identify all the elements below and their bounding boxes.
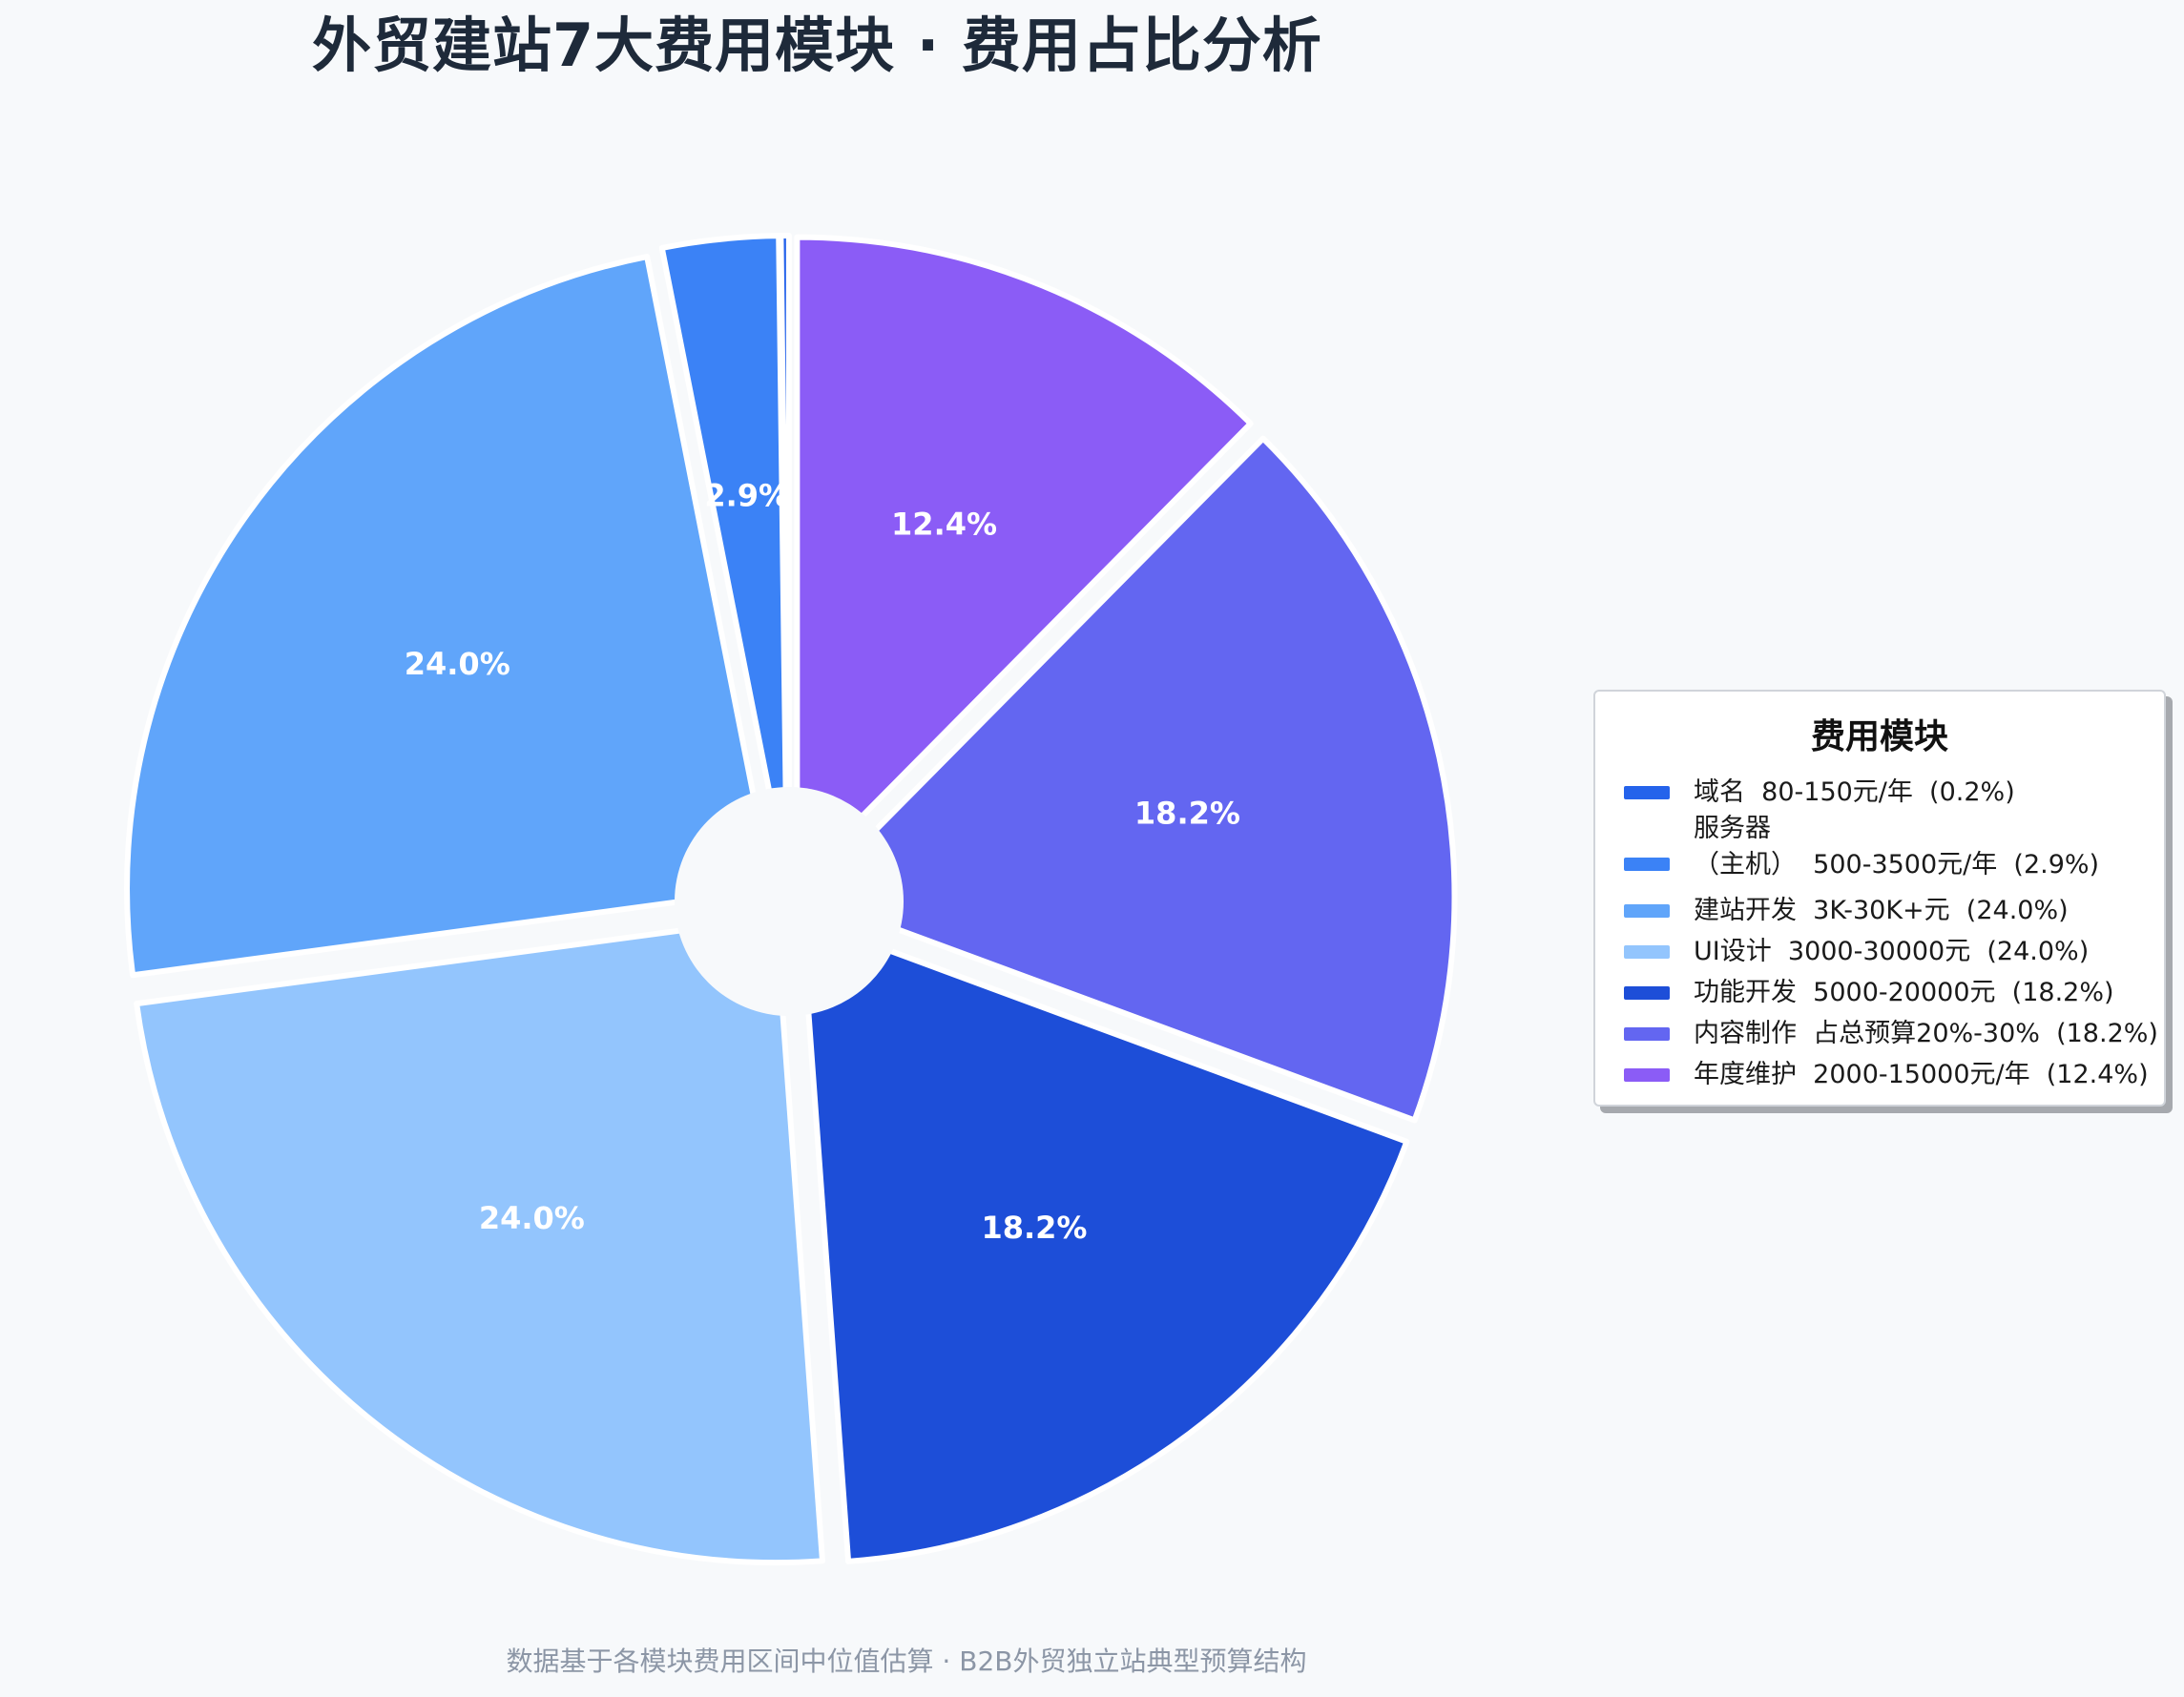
legend-label: 内容制作 占总预算20%-30% (18.2%)	[1694, 1019, 2158, 1048]
pie-slice-server	[658, 233, 790, 884]
legend-swatch	[1624, 904, 1670, 918]
pie-slice-maintenance	[794, 234, 1254, 885]
legend-label: 年度维护 2000-15000元/年 (12.4%)	[1694, 1060, 2149, 1089]
pie-value-label-maintenance: 12.4%	[891, 507, 997, 543]
legend-label: 域名 80-150元/年 (0.2%)	[1694, 777, 2015, 807]
chart-footnote: 数据基于各模块费用区间中位值估算 · B2B外贸独立站典型预算结构	[506, 1645, 1307, 1677]
legend-swatch	[1624, 986, 1670, 1000]
pie-value-label-feature-dev: 18.2%	[981, 1210, 1087, 1246]
pie-value-labels: 2.9% 24.0% 24.0% 18.2% 18.2% 12.4%	[405, 478, 1240, 1246]
legend-label: 功能开发 5000-20000元 (18.2%)	[1694, 978, 2114, 1007]
pie-slices	[124, 233, 1458, 1566]
pie-value-label-ui-design: 24.0%	[479, 1200, 585, 1236]
legend-label: 服务器 （主机） 500-3500元/年 (2.9%)	[1694, 814, 2100, 880]
pie-value-label-site-dev: 24.0%	[405, 646, 510, 682]
legend-swatch	[1624, 1027, 1670, 1041]
pie-value-label-content: 18.2%	[1134, 795, 1240, 831]
legend-swatch	[1624, 786, 1670, 799]
pie-slice-content	[806, 435, 1458, 1124]
pie-slice-feature-dev	[799, 915, 1410, 1564]
legend: 费用模块 域名 80-150元/年 (0.2%) 服务器 （主机） 500-35…	[1593, 690, 2166, 1107]
legend-label: 建站开发 3K-30K+元 (24.0%)	[1694, 896, 2069, 925]
donut-hole	[675, 787, 904, 1016]
pie-value-label-server: 2.9%	[704, 478, 789, 514]
legend-swatch	[1624, 858, 1670, 871]
pie-chart: 2.9% 24.0% 24.0% 18.2% 18.2% 12.4%	[124, 233, 1458, 1566]
legend-swatch	[1624, 1068, 1670, 1082]
legend-title: 费用模块	[1810, 717, 1948, 756]
legend-swatch	[1624, 945, 1670, 959]
legend-label: UI设计 3000-30000元 (24.0%)	[1694, 937, 2090, 966]
pie-slice-ui-design	[134, 915, 825, 1566]
chart-title: 外贸建站7大费用模块 · 费用占比分析	[312, 10, 1322, 80]
pie-slice-site-dev	[124, 254, 776, 979]
